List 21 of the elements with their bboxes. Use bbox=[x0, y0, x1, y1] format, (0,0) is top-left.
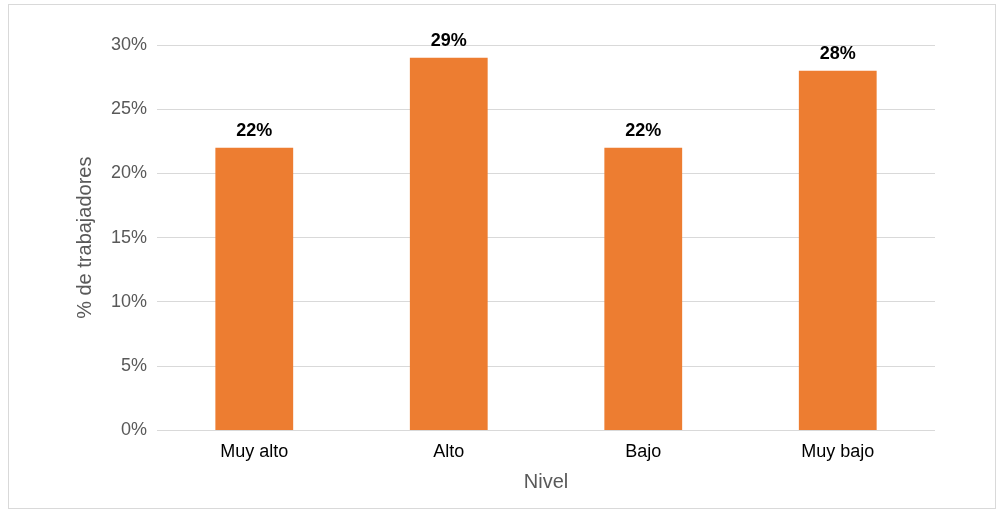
x-tick-label: Muy alto bbox=[220, 441, 289, 462]
y-tick-label: 25% bbox=[111, 98, 148, 119]
y-tick-label: 15% bbox=[111, 226, 148, 247]
y-tick-label: 5% bbox=[121, 355, 148, 376]
x-tick-label: Muy bajo bbox=[801, 441, 875, 462]
bar bbox=[604, 147, 683, 430]
bar bbox=[215, 147, 294, 430]
bar bbox=[409, 57, 488, 430]
x-axis-title: Nivel bbox=[523, 469, 569, 492]
data-label: 22% bbox=[625, 119, 662, 140]
y-axis-title: % de trabajadores bbox=[72, 156, 95, 319]
data-label: 29% bbox=[430, 29, 467, 50]
x-tick-label: Alto bbox=[433, 441, 465, 462]
y-tick-label: 0% bbox=[121, 419, 148, 440]
data-label: 28% bbox=[819, 42, 856, 63]
y-tick-label: 30% bbox=[111, 33, 148, 54]
y-tick-label: 20% bbox=[111, 162, 148, 183]
y-tick-label: 10% bbox=[111, 290, 148, 311]
data-label: 22% bbox=[236, 119, 273, 140]
x-tick-label: Bajo bbox=[625, 441, 662, 462]
bar bbox=[798, 70, 877, 430]
